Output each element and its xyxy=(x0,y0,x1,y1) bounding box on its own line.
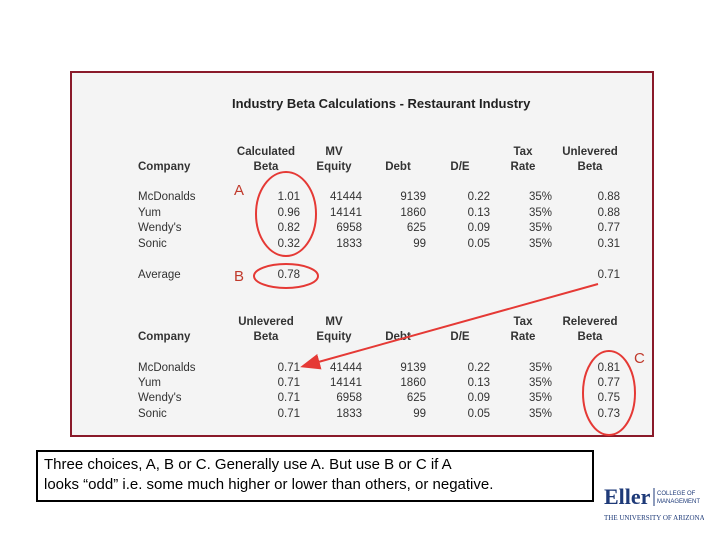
company-name: Yum xyxy=(138,207,162,219)
tax-value: 35% xyxy=(528,392,552,404)
eller-logo-mark: Eller COLLEGE OF MANAGEMENT THE UNIVERSI… xyxy=(604,484,707,522)
eller-logo: Eller COLLEGE OF MANAGEMENT THE UNIVERSI… xyxy=(604,482,707,526)
company-name: Sonic xyxy=(138,408,167,420)
beta-value: 0.71 xyxy=(277,408,300,420)
t1-header-beta: Calculated Beta xyxy=(236,146,296,173)
t1-header-mv: MV Equity xyxy=(316,146,352,173)
caption-line-2: looks “odd” i.e. some much higher or low… xyxy=(44,476,494,493)
t1-header-unlevered: Unlevered Beta xyxy=(562,146,618,173)
company-name: McDonalds xyxy=(138,362,196,374)
beta-value: 0.71 xyxy=(277,392,300,404)
t2-header-company: Company xyxy=(138,331,191,343)
de-value: 0.05 xyxy=(467,408,490,420)
de-value: 0.13 xyxy=(467,207,490,219)
beta-value: 0.82 xyxy=(277,222,300,234)
debt-value: 9139 xyxy=(400,362,426,374)
logo-college-line2: MANAGEMENT xyxy=(657,499,700,505)
mv-value: 41444 xyxy=(330,191,362,203)
debt-value: 1860 xyxy=(400,207,426,219)
mv-value: 6958 xyxy=(336,222,362,234)
beta-value: 1.01 xyxy=(277,191,300,203)
de-value: 0.05 xyxy=(467,238,490,250)
tax-value: 35% xyxy=(528,362,552,374)
debt-value: 625 xyxy=(406,222,426,234)
mv-value: 1833 xyxy=(336,408,362,420)
slide-frame xyxy=(70,71,654,437)
debt-value: 9139 xyxy=(400,191,426,203)
mv-value: 14141 xyxy=(330,377,362,389)
tax-value: 35% xyxy=(528,207,552,219)
de-value: 0.09 xyxy=(467,392,490,404)
t2-header-beta: Unlevered Beta xyxy=(238,316,294,343)
t1-header-company: Company xyxy=(138,161,191,173)
mv-value: 41444 xyxy=(330,362,362,374)
unlevered-beta-value: 0.77 xyxy=(597,222,620,234)
tax-value: 35% xyxy=(528,238,552,250)
unlevered-beta-value: 0.88 xyxy=(597,207,620,219)
beta-value: 0.96 xyxy=(277,207,300,219)
table-title: Industry Beta Calculations - Restaurant … xyxy=(232,96,531,111)
mv-value: 6958 xyxy=(336,392,362,404)
beta-value: 0.32 xyxy=(277,238,300,250)
logo-college-line1: COLLEGE OF xyxy=(657,491,696,497)
company-name: Wendy's xyxy=(138,392,182,404)
debt-value: 625 xyxy=(406,392,426,404)
unlevered-beta-value: 0.88 xyxy=(597,191,620,203)
caption-line-1: Three choices, A, B or C. Generally use … xyxy=(44,456,452,473)
t2-header-mv: MV Equity xyxy=(316,316,352,343)
tax-value: 35% xyxy=(528,408,552,420)
logo-name: Eller xyxy=(604,484,651,509)
de-value: 0.22 xyxy=(467,191,490,203)
t1-header-de: D/E xyxy=(450,161,470,173)
beta-value: 0.71 xyxy=(277,377,300,389)
relevered-beta-value: 0.81 xyxy=(597,362,620,374)
de-value: 0.13 xyxy=(467,377,490,389)
mv-value: 1833 xyxy=(336,238,362,250)
tax-value: 35% xyxy=(528,377,552,389)
t2-header-tax: Tax Rate xyxy=(510,316,536,343)
average-beta-value: 0.78 xyxy=(277,269,300,281)
relevered-beta-value: 0.75 xyxy=(597,392,620,404)
average-unlevered-value: 0.71 xyxy=(597,269,620,281)
average-label: Average xyxy=(138,269,181,281)
t2-header-debt: Debt xyxy=(385,331,411,343)
debt-value: 99 xyxy=(413,408,426,420)
company-name: Wendy's xyxy=(138,222,182,234)
tax-value: 35% xyxy=(528,222,552,234)
mv-value: 14141 xyxy=(330,207,362,219)
tax-value: 35% xyxy=(528,191,552,203)
marker-b: B xyxy=(234,268,245,285)
marker-a: A xyxy=(234,182,245,199)
t2-header-relevered: Relevered Beta xyxy=(562,316,618,343)
company-name: Yum xyxy=(138,377,162,389)
de-value: 0.09 xyxy=(467,222,490,234)
logo-university: THE UNIVERSITY OF ARIZONA. xyxy=(604,514,704,522)
company-name: Sonic xyxy=(138,238,167,250)
t2-header-de: D/E xyxy=(450,331,470,343)
company-name: McDonalds xyxy=(138,191,196,203)
de-value: 0.22 xyxy=(467,362,490,374)
unlevered-beta-value: 0.31 xyxy=(597,238,620,250)
beta-value: 0.71 xyxy=(277,362,300,374)
relevered-beta-value: 0.77 xyxy=(597,377,620,389)
marker-c: C xyxy=(634,350,645,367)
t1-header-debt: Debt xyxy=(385,161,411,173)
t1-header-tax: Tax Rate xyxy=(510,146,536,173)
caption-box: Three choices, A, B or C. Generally use … xyxy=(36,450,594,502)
debt-value: 99 xyxy=(413,238,426,250)
relevered-beta-value: 0.73 xyxy=(597,408,620,420)
debt-value: 1860 xyxy=(400,377,426,389)
